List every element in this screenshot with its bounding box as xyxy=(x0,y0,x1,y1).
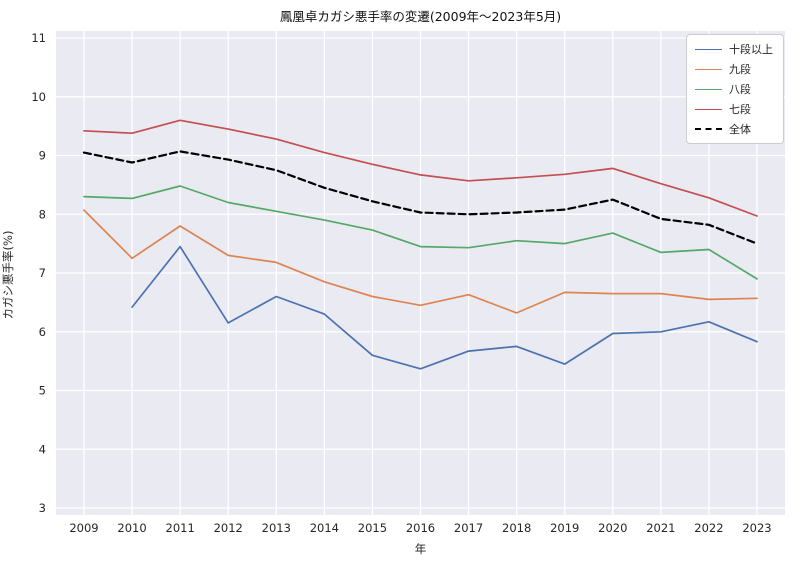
legend-label: 八段 xyxy=(729,83,751,96)
y-tick-label: 7 xyxy=(39,266,46,280)
y-tick-label: 4 xyxy=(39,442,46,456)
legend-line-sample xyxy=(695,128,722,130)
x-tick-label: 2021 xyxy=(646,521,675,535)
y-tick-label: 6 xyxy=(39,325,46,339)
x-tick-label: 2012 xyxy=(214,521,243,535)
legend-item-kudan: 九段 xyxy=(695,61,773,77)
legend: 十段以上 九段 八段 七段 全体 xyxy=(686,34,784,144)
legend-item-nanadan: 七段 xyxy=(695,101,773,117)
x-tick-label: 2017 xyxy=(454,521,483,535)
y-tick-label: 5 xyxy=(39,384,46,398)
x-tick-label: 2022 xyxy=(694,521,723,535)
x-tick-label: 2014 xyxy=(310,521,339,535)
legend-item-juudan: 十段以上 xyxy=(695,41,773,57)
legend-label: 七段 xyxy=(729,103,751,116)
legend-label: 九段 xyxy=(729,63,751,76)
series-line-3 xyxy=(83,119,758,217)
x-tick-label: 2009 xyxy=(69,521,98,535)
y-tick-label: 11 xyxy=(31,31,46,45)
chart-title: 鳳凰卓カガシ悪手率の変遷(2009年〜2023年5月) xyxy=(279,9,562,24)
y-tick-label: 3 xyxy=(39,501,46,515)
x-tick-label: 2023 xyxy=(742,521,771,535)
y-tick-label: 8 xyxy=(39,207,46,221)
y-tick-label: 9 xyxy=(39,149,46,163)
x-tick-label: 2016 xyxy=(406,521,435,535)
series-line-2 xyxy=(83,185,758,280)
legend-label: 十段以上 xyxy=(729,43,773,56)
x-tick-label: 2019 xyxy=(550,521,579,535)
legend-item-zentai: 全体 xyxy=(695,121,773,137)
legend-line-sample xyxy=(695,48,722,50)
series-line-0 xyxy=(131,245,758,370)
x-tick-label: 2018 xyxy=(502,521,531,535)
y-tick-label: 10 xyxy=(31,90,46,104)
legend-label: 全体 xyxy=(729,123,751,136)
x-tick-label: 2015 xyxy=(358,521,387,535)
x-axis-label: 年 xyxy=(414,542,427,556)
legend-line-sample xyxy=(695,88,722,90)
series-line-4 xyxy=(82,150,759,245)
x-tick-label: 2020 xyxy=(598,521,627,535)
x-tick-label: 2010 xyxy=(117,521,146,535)
x-tick-label: 2013 xyxy=(262,521,291,535)
legend-line-sample xyxy=(695,108,722,110)
legend-item-hachidan: 八段 xyxy=(695,81,773,97)
x-tick-label: 2011 xyxy=(166,521,195,535)
legend-line-sample xyxy=(695,68,722,70)
series-line-1 xyxy=(83,209,758,314)
